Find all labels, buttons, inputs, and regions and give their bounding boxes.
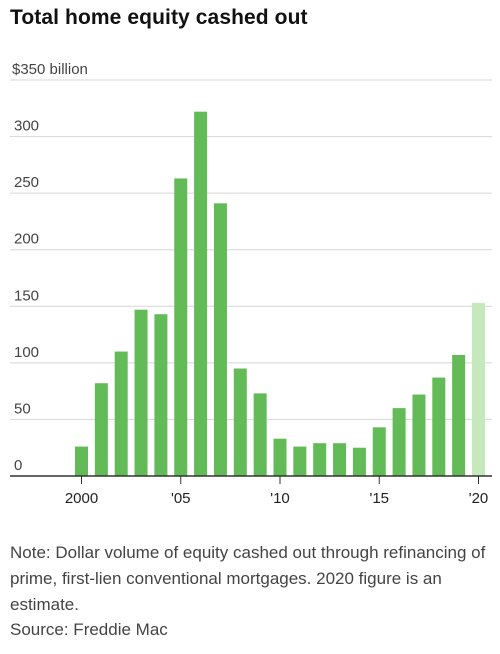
bar xyxy=(352,447,366,476)
bar xyxy=(75,446,88,476)
bar xyxy=(333,443,347,476)
bar xyxy=(412,394,426,476)
y-axis-labels: $350 billion 300 250 200 150 100 50 0 xyxy=(12,61,88,474)
x-axis-labels: 2000 '05 '10 '15 '20 xyxy=(65,490,488,507)
x-tick-label: 2000 xyxy=(65,490,98,507)
chart-source: Source: Freddie Mac xyxy=(10,620,168,639)
bar xyxy=(154,314,168,476)
bar xyxy=(253,393,267,476)
bar xyxy=(293,446,307,476)
bars xyxy=(75,111,485,477)
y-tick-label: 300 xyxy=(14,118,39,135)
y-tick-label: 0 xyxy=(14,457,22,474)
bar xyxy=(134,309,148,476)
x-axis-ticks xyxy=(81,476,479,484)
y-tick-label: 100 xyxy=(14,344,39,361)
x-tick-label: '10 xyxy=(270,490,290,507)
x-tick-label: '15 xyxy=(369,490,389,507)
x-tick-label: '20 xyxy=(469,490,489,507)
bar-chart: $350 billion 300 250 200 150 100 50 0 2000 '05 '1… xyxy=(10,61,492,507)
y-tick-label: 150 xyxy=(14,287,39,304)
bar xyxy=(432,377,446,476)
bar xyxy=(372,427,386,476)
bar xyxy=(233,368,247,476)
bar xyxy=(94,383,108,476)
bar xyxy=(194,111,208,477)
y-tick-label: 200 xyxy=(14,231,39,248)
bar xyxy=(174,178,188,477)
bar xyxy=(114,351,128,476)
y-axis-unit-label: $350 billion xyxy=(12,61,88,78)
y-tick-label: 50 xyxy=(14,400,31,417)
gridlines xyxy=(10,79,492,420)
bar xyxy=(273,438,287,476)
x-tick-label: '05 xyxy=(171,490,191,507)
chart-note: Note: Dollar volume of equity cashed out… xyxy=(10,543,486,614)
bar-estimate xyxy=(472,302,485,476)
bar xyxy=(213,203,227,476)
bar xyxy=(452,354,466,476)
chart-title: Total home equity cashed out xyxy=(10,6,308,29)
bar xyxy=(392,408,406,476)
bar xyxy=(313,443,327,476)
y-tick-label: 250 xyxy=(14,174,39,191)
